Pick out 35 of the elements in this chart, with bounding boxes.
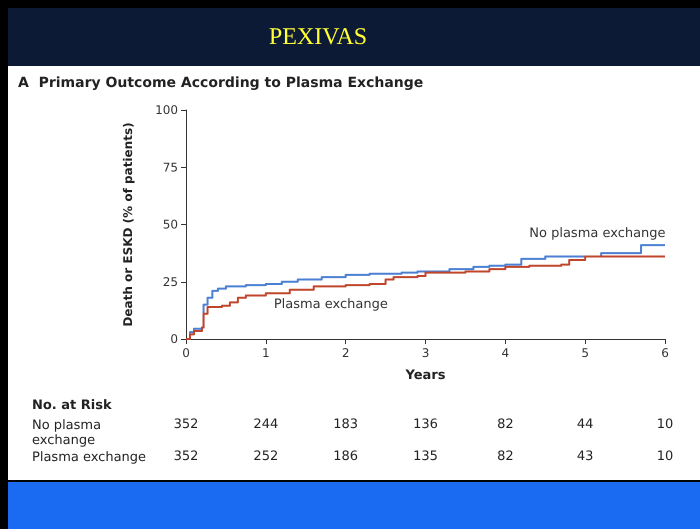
- y-tick-label: 25: [162, 274, 178, 289]
- chart-subtitle: A Primary Outcome According to Plasma Exchange: [18, 75, 424, 91]
- text: 82: [497, 449, 514, 464]
- x-tick-label: 2: [342, 346, 350, 360]
- series-label: No plasma exchange: [529, 226, 666, 242]
- chart-title: PEXIVAS: [268, 22, 368, 52]
- text: 252: [253, 449, 278, 464]
- text: 244: [253, 417, 278, 432]
- text: 186: [333, 449, 358, 464]
- y-tick-label: 100: [155, 103, 178, 117]
- text: Plasma exchange: [32, 450, 146, 465]
- text: 10: [656, 449, 674, 464]
- x-axis-title: Years: [404, 368, 446, 383]
- text: 352: [174, 417, 198, 432]
- text: 43: [576, 449, 594, 464]
- text: 136: [413, 417, 438, 432]
- series-label: Plasma exchange: [274, 297, 388, 312]
- text: 135: [413, 449, 438, 464]
- text: 82: [497, 417, 514, 432]
- text: 183: [333, 417, 358, 432]
- text: No. at Risk: [32, 398, 112, 413]
- y-tick-label: 50: [162, 218, 178, 232]
- x-tick-label: 0: [182, 346, 190, 360]
- x-tick-label: 1: [262, 346, 270, 360]
- text: 44: [576, 417, 594, 432]
- text: 10: [656, 417, 674, 432]
- text: No plasma exchange: [32, 418, 106, 448]
- x-tick-label: 3: [422, 346, 430, 360]
- y-tick-label: 75: [162, 160, 178, 174]
- x-tick-label: 4: [502, 346, 510, 360]
- x-tick-label: 5: [581, 346, 589, 360]
- text: 352: [174, 449, 198, 464]
- x-tick-label: 6: [661, 346, 669, 360]
- y-axis-title: Death or ESKD (% of patients): [121, 122, 135, 327]
- y-tick-label: 0: [170, 332, 178, 346]
